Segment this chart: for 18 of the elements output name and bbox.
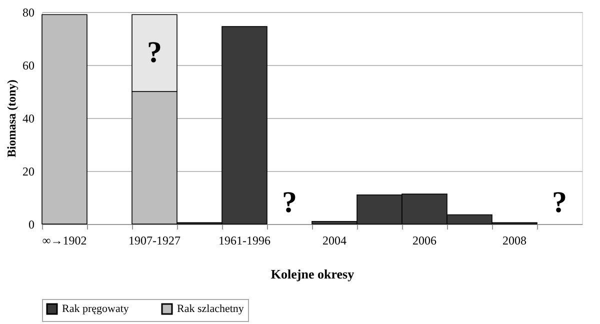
x-tick-label: 2004 xyxy=(322,234,346,248)
y-tick-label: 20 xyxy=(22,164,34,178)
y-tick-label: 0 xyxy=(28,218,34,232)
annotation: ? xyxy=(147,36,162,70)
y-tick-label: 80 xyxy=(22,6,34,20)
annotation: ? xyxy=(282,186,297,219)
y-tick-label: 40 xyxy=(22,112,34,126)
legend-label: Rak pręgowaty xyxy=(62,303,130,315)
y-tick-label: 60 xyxy=(22,58,34,72)
legend-label: Rak szlachetny xyxy=(177,303,244,315)
x-tick-label: 2008 xyxy=(502,234,526,248)
x-tick-label: 1907-1927 xyxy=(128,234,180,248)
annotation: ? xyxy=(552,186,567,219)
x-axis-title: Kolejne okresy xyxy=(270,266,355,282)
x-tick-label: 2006 xyxy=(412,234,436,248)
y-axis-title: Biomasa (tony) xyxy=(4,80,18,158)
x-tick-label: ∞→1902 xyxy=(42,234,87,248)
x-tick-label: 1961-1996 xyxy=(218,234,270,248)
